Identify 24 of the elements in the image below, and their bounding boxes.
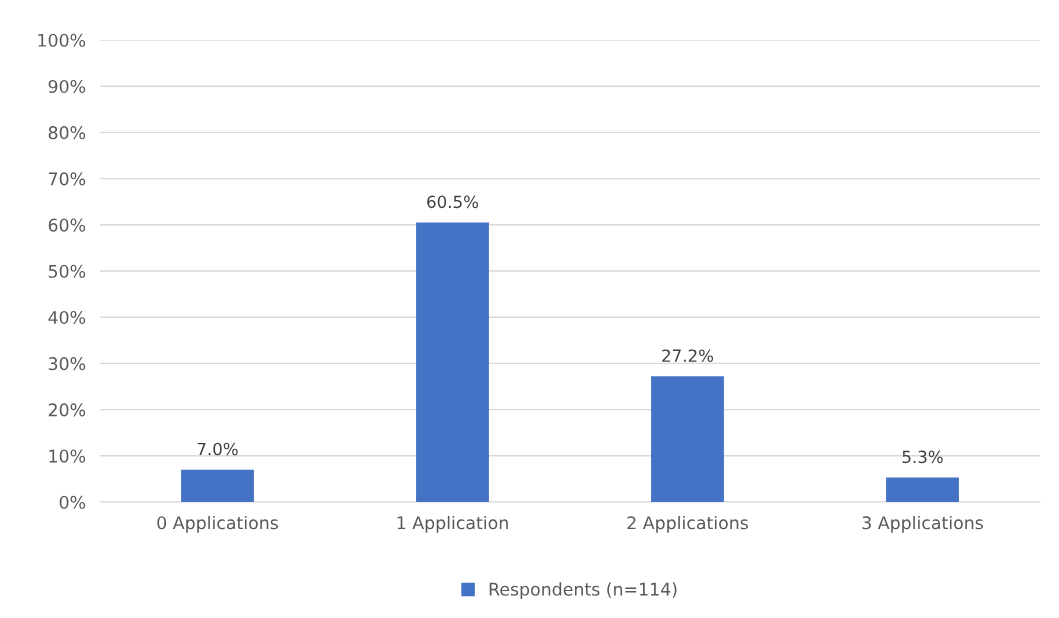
y-tick-label: 0% bbox=[59, 495, 86, 509]
data-label: 27.2% bbox=[662, 349, 714, 362]
bar bbox=[416, 222, 489, 502]
bar bbox=[181, 469, 254, 502]
y-tick-label: 100% bbox=[38, 33, 86, 47]
y-tick-label: 40% bbox=[48, 310, 86, 325]
x-tick-label: 1 Application bbox=[397, 515, 508, 533]
data-label: 5.3% bbox=[902, 450, 943, 464]
y-tick-label: 10% bbox=[49, 449, 86, 463]
x-tick-label: 3 Applications bbox=[862, 515, 983, 533]
bar bbox=[651, 376, 724, 502]
y-tick-label: 60% bbox=[48, 218, 86, 232]
y-tick-label: 80% bbox=[48, 126, 86, 140]
y-tick-label: 50% bbox=[48, 264, 86, 278]
y-tick-label: 20% bbox=[48, 403, 86, 417]
y-tick-label: 90% bbox=[48, 79, 86, 94]
y-tick-label: 30% bbox=[48, 357, 86, 371]
data-label: 7.0% bbox=[197, 442, 238, 456]
y-tick-label: 70% bbox=[48, 172, 86, 186]
data-label: 60.5% bbox=[427, 195, 479, 209]
x-tick-label: 2 Applications bbox=[627, 515, 748, 533]
bar bbox=[886, 477, 959, 502]
x-tick-label: 0 Applications bbox=[157, 515, 278, 533]
legend-label: Respondents (n=114) bbox=[489, 582, 677, 600]
